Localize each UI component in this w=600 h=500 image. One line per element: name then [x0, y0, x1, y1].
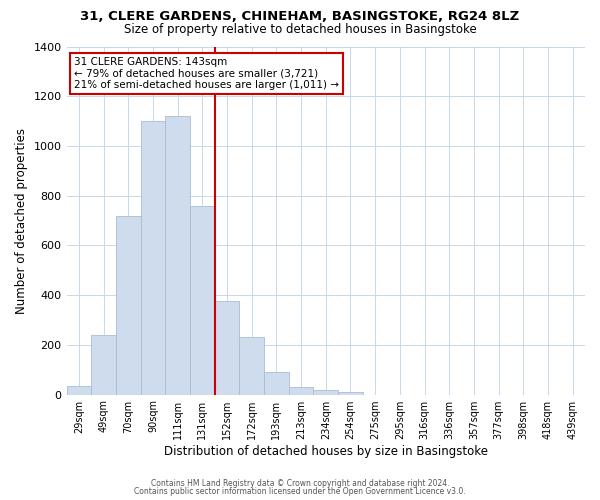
- Bar: [313, 390, 338, 394]
- Bar: [264, 372, 289, 394]
- Bar: [165, 116, 190, 394]
- Text: Size of property relative to detached houses in Basingstoke: Size of property relative to detached ho…: [124, 22, 476, 36]
- Bar: [338, 392, 363, 394]
- Bar: [91, 335, 116, 394]
- Text: Contains public sector information licensed under the Open Government Licence v3: Contains public sector information licen…: [134, 487, 466, 496]
- Bar: [67, 386, 91, 394]
- Text: 31, CLERE GARDENS, CHINEHAM, BASINGSTOKE, RG24 8LZ: 31, CLERE GARDENS, CHINEHAM, BASINGSTOKE…: [80, 10, 520, 23]
- Bar: [289, 387, 313, 394]
- Bar: [239, 338, 264, 394]
- Text: Contains HM Land Registry data © Crown copyright and database right 2024.: Contains HM Land Registry data © Crown c…: [151, 478, 449, 488]
- Bar: [140, 121, 165, 394]
- X-axis label: Distribution of detached houses by size in Basingstoke: Distribution of detached houses by size …: [164, 444, 488, 458]
- Bar: [190, 206, 215, 394]
- Text: 31 CLERE GARDENS: 143sqm
← 79% of detached houses are smaller (3,721)
21% of sem: 31 CLERE GARDENS: 143sqm ← 79% of detach…: [74, 57, 340, 90]
- Y-axis label: Number of detached properties: Number of detached properties: [15, 128, 28, 314]
- Bar: [116, 216, 140, 394]
- Bar: [215, 302, 239, 394]
